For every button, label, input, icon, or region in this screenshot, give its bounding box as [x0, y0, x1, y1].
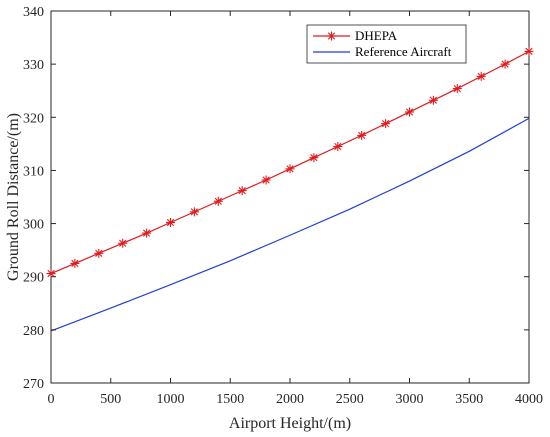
asterisk-marker [476, 71, 486, 81]
x-tick-label: 3500 [455, 392, 483, 407]
legend-box [306, 24, 467, 64]
y-tick-label: 300 [23, 218, 44, 233]
asterisk-marker [357, 130, 367, 140]
y-tick-label: 290 [23, 271, 44, 286]
y-tick-label: 270 [23, 377, 44, 392]
x-tick-label: 2500 [336, 392, 364, 407]
asterisk-marker [261, 175, 271, 185]
asterisk-marker [309, 153, 319, 163]
legend-label-dhepa: DHEPA [355, 28, 398, 43]
asterisk-marker [381, 119, 391, 129]
y-tick-label: 310 [23, 164, 44, 179]
asterisk-marker [118, 238, 128, 248]
asterisk-marker [428, 95, 438, 105]
y-tick-label: 280 [23, 324, 44, 339]
series-layer [46, 46, 534, 332]
asterisk-marker [405, 107, 414, 117]
y-tick-label: 330 [23, 58, 44, 73]
x-tick-label: 500 [100, 392, 121, 407]
asterisk-marker [70, 258, 80, 268]
y-axis-label: Ground Roll Distance/(m) [5, 113, 22, 281]
asterisk-marker [142, 228, 152, 238]
asterisk-marker [237, 186, 247, 196]
asterisk-marker [189, 207, 199, 217]
asterisk-marker [333, 142, 343, 152]
asterisk-marker [285, 164, 295, 174]
y-tick-label: 340 [23, 5, 44, 20]
asterisk-marker [213, 196, 223, 206]
x-tick-label: 1000 [157, 392, 185, 407]
asterisk-marker [500, 59, 510, 69]
series-line-1 [50, 117, 530, 332]
asterisk-marker [452, 84, 462, 94]
asterisk-marker [46, 269, 56, 279]
legend-label-reference-aircraft: Reference Aircraft [355, 44, 452, 59]
x-tick-label: 3000 [396, 392, 424, 407]
asterisk-marker [166, 218, 175, 228]
x-tick-label: 1500 [216, 392, 244, 407]
x-axis-label: Airport Height/(m) [229, 415, 351, 432]
legend: DHEPA Reference Aircraft [306, 24, 467, 64]
x-tick-label: 2000 [276, 392, 304, 407]
plot-area [50, 10, 530, 384]
x-tick-label: 0 [48, 392, 55, 407]
y-tick-label: 320 [23, 111, 44, 126]
asterisk-marker [524, 46, 534, 56]
legend-marker-dhepa [327, 31, 336, 41]
asterisk-marker [327, 31, 336, 41]
asterisk-marker [94, 248, 104, 258]
ticks-layer: 0 500 1000 1500 2000 2500 3000 3500 4000 270 280 29… [23, 5, 543, 407]
x-tick-label: 4000 [515, 392, 543, 407]
